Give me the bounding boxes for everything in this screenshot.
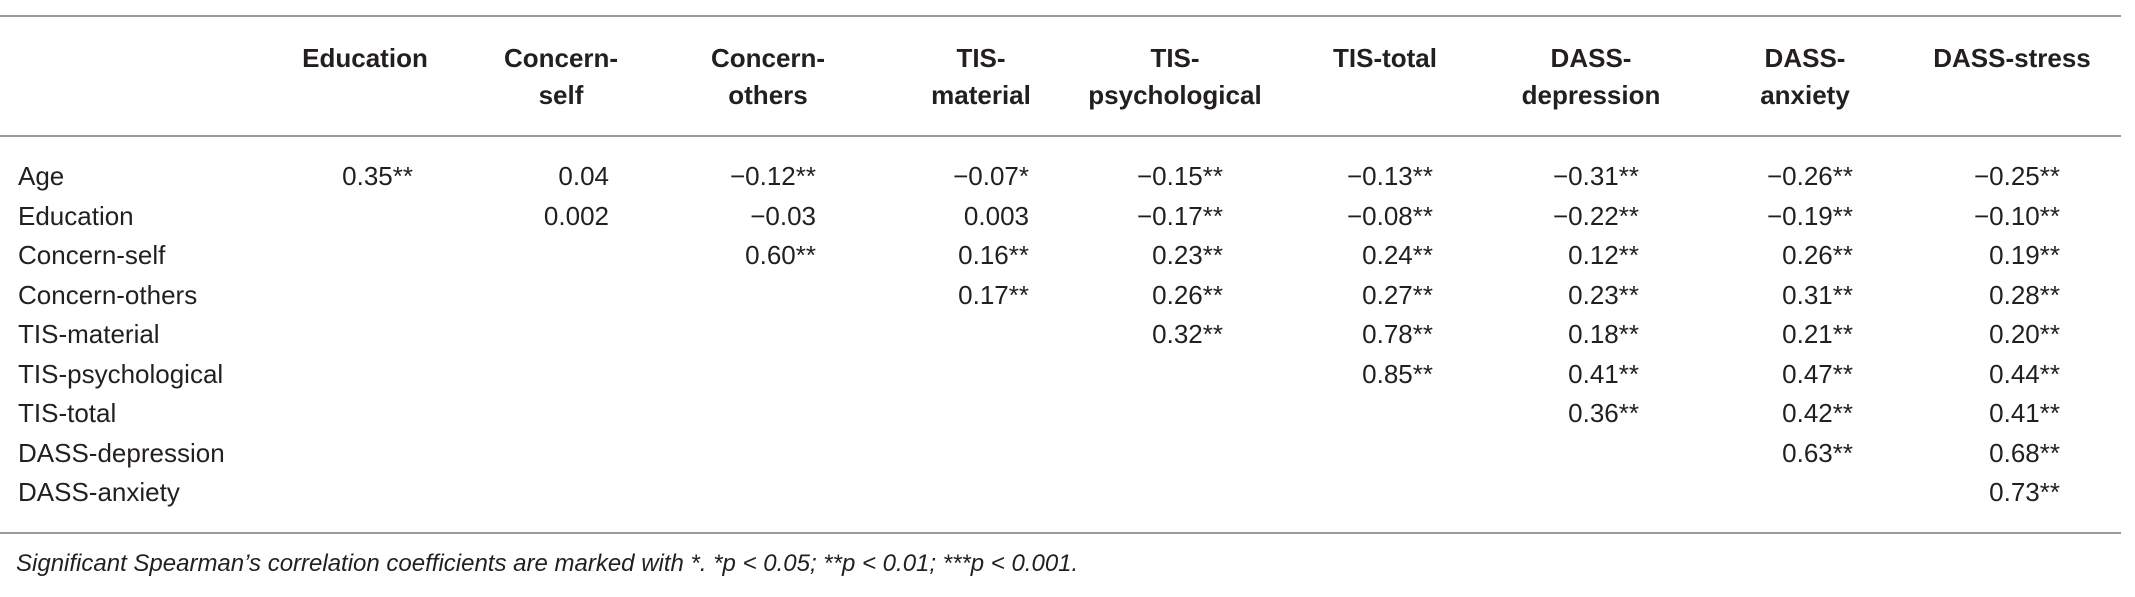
header-line: TIS- <box>1150 43 1200 73</box>
column-header: DASS-depression <box>1481 40 1701 114</box>
cell-value: −0.10** <box>1973 200 2060 231</box>
cell-value: −0.03 <box>750 200 816 231</box>
cell-value: −0.07* <box>953 161 1029 191</box>
header-line: Education <box>302 43 428 73</box>
cell-value: 0.36** <box>1568 398 1639 428</box>
row-label: Education <box>18 200 134 231</box>
column-header: TIS-total <box>1275 40 1495 77</box>
cell-value: 0.60** <box>745 240 816 270</box>
column-header: Concern-self <box>451 40 671 114</box>
cell-value: 0.44** <box>1989 358 2060 389</box>
cell-value: 0.24** <box>1362 240 1433 270</box>
cell-value: 0.19** <box>1989 240 2060 270</box>
cell-value: 0.35** <box>342 161 413 191</box>
header-line: self <box>538 80 584 110</box>
cell-value: 0.26** <box>1152 279 1223 310</box>
cell-value: 0.23** <box>1568 279 1639 310</box>
cell-value: −0.17** <box>1136 200 1223 231</box>
column-header: TIS-material <box>871 40 1091 114</box>
cell-value: 0.20** <box>1989 319 2060 349</box>
table-note: Significant Spearman’s correlation coeff… <box>16 550 1079 577</box>
header-line: others <box>728 80 808 110</box>
cell-value: 0.85** <box>1362 358 1433 389</box>
cell-value: 0.32** <box>1152 319 1223 349</box>
cell-value: −0.15** <box>1136 161 1223 191</box>
cell-value: −0.25** <box>1973 161 2060 191</box>
row-label: Age <box>18 161 65 191</box>
header-line: Concern- <box>503 43 619 73</box>
cell-value: 0.31** <box>1782 279 1853 310</box>
header-line: TIS-total <box>1333 43 1437 73</box>
column-header: TIS-psychological <box>1065 40 1285 114</box>
column-header: DASS-stress <box>1902 40 2122 77</box>
cell-value: 0.18** <box>1568 319 1639 349</box>
cell-value: 0.41** <box>1989 398 2060 428</box>
header-line: material <box>931 80 1031 110</box>
cell-value: −0.12** <box>729 161 816 191</box>
header-line: depression <box>1521 80 1661 110</box>
cell-value: 0.003 <box>963 200 1029 231</box>
cell-value: 0.41** <box>1568 358 1639 389</box>
row-label: TIS-total <box>18 398 117 428</box>
cell-value: 0.16** <box>958 240 1029 270</box>
row-label: TIS-psychological <box>18 358 224 389</box>
header-line: DASS-stress <box>1933 43 2091 73</box>
cell-value: 0.27** <box>1362 279 1433 310</box>
cell-value: 0.12** <box>1568 240 1639 270</box>
cell-value: −0.22** <box>1552 200 1639 231</box>
cell-value: 0.28** <box>1989 279 2060 310</box>
column-header: Concern-others <box>658 40 878 114</box>
column-header: DASS-anxiety <box>1695 40 1915 114</box>
cell-value: −0.31** <box>1552 161 1639 191</box>
cell-value: 0.17** <box>958 279 1029 310</box>
column-header: Education <box>255 40 475 77</box>
cell-value: −0.26** <box>1766 161 1853 191</box>
header-rule <box>0 135 2121 137</box>
cell-value: 0.04 <box>558 161 609 191</box>
cell-value: −0.13** <box>1346 161 1433 191</box>
cell-value: 0.002 <box>543 200 609 231</box>
header-line: Concern- <box>710 43 826 73</box>
row-label: DASS-anxiety <box>18 477 180 507</box>
header-line: psychological <box>1088 80 1262 110</box>
cell-value: 0.26** <box>1782 240 1853 270</box>
cell-value: −0.08** <box>1346 200 1433 231</box>
cell-value: 0.23** <box>1152 240 1223 270</box>
cell-value: 0.42** <box>1782 398 1853 428</box>
cell-value: 0.63** <box>1782 437 1853 468</box>
cell-value: −0.19** <box>1766 200 1853 231</box>
row-label: Concern-others <box>18 279 198 310</box>
bottom-rule <box>0 532 2121 534</box>
cell-value: 0.73** <box>1989 477 2060 507</box>
row-label: TIS-material <box>18 319 160 349</box>
header-line: DASS- <box>1764 43 1846 73</box>
cell-value: 0.78** <box>1362 319 1433 349</box>
row-label: Concern-self <box>18 240 166 270</box>
header-line: anxiety <box>1760 80 1850 110</box>
header-line: DASS- <box>1550 43 1632 73</box>
header-line: TIS- <box>956 43 1006 73</box>
cell-value: 0.47** <box>1782 358 1853 389</box>
cell-value: 0.68** <box>1989 437 2060 468</box>
top-rule <box>0 15 2121 17</box>
cell-value: 0.21** <box>1782 319 1853 349</box>
row-label: DASS-depression <box>18 437 225 468</box>
